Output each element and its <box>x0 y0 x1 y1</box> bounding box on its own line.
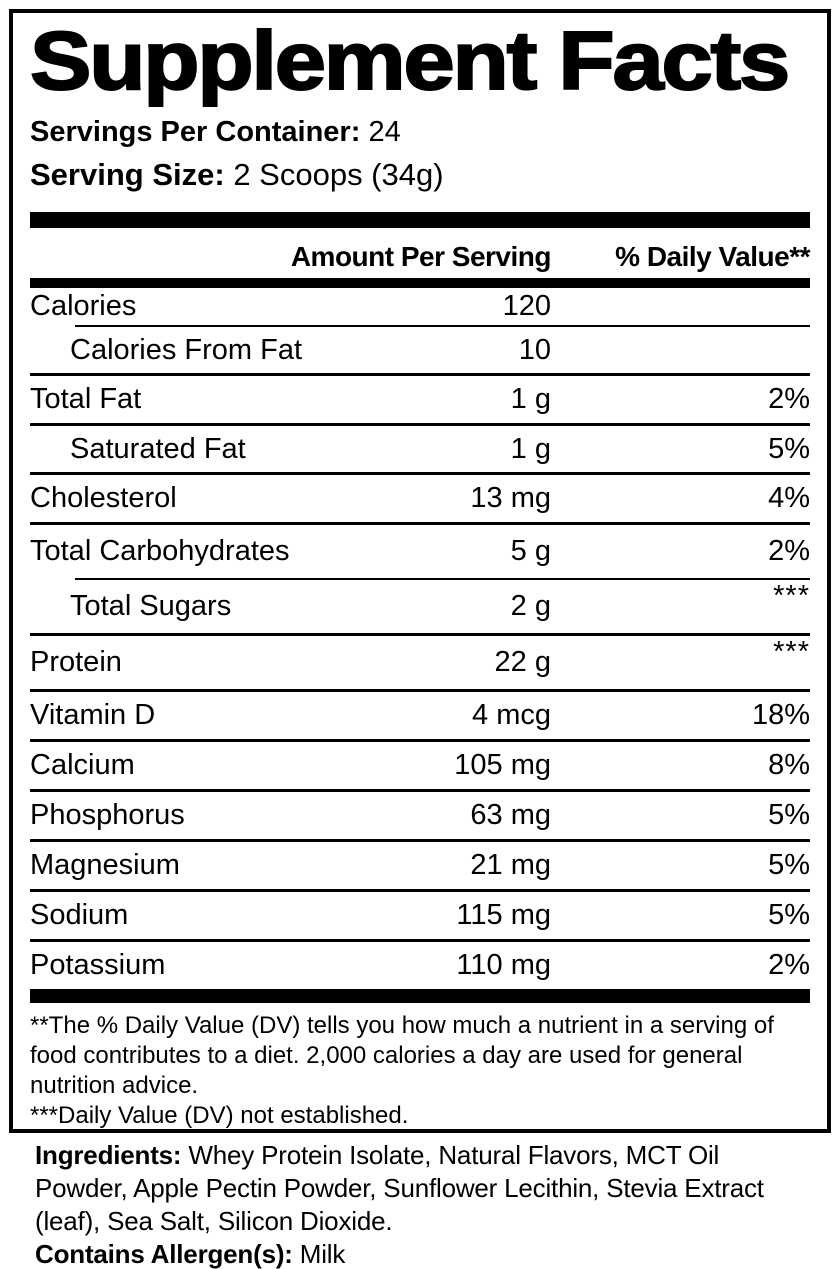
nutrient-amount: 120 <box>502 290 551 322</box>
nutrient-name: Total Fat <box>30 383 142 415</box>
column-header-amount: Amount Per Serving <box>290 241 552 272</box>
ingredients-label: Ingredients: <box>35 1140 182 1170</box>
nutrient-amount: 21 mg <box>470 849 551 881</box>
nutrient-dv: 5% <box>768 432 810 465</box>
nutrient-row-calories: Calories 120 <box>30 288 810 325</box>
nutrient-table: Calories 120 Calories From Fat 10 Total … <box>30 288 810 989</box>
nutrient-dv: 5% <box>768 849 810 881</box>
nutrient-row-magnesium: Magnesium 21 mg 5% <box>30 842 810 889</box>
nutrient-name: Sodium <box>30 899 129 931</box>
nutrient-row-calcium: Calcium 105 mg 8% <box>30 742 810 789</box>
separator-rule <box>75 325 810 327</box>
separator-rule <box>30 839 810 842</box>
nutrient-row-potassium: Potassium 110 mg 2% <box>30 942 810 989</box>
footnotes: **The % Daily Value (DV) tells you how m… <box>30 1003 810 1131</box>
nutrient-dv: 2% <box>768 535 810 567</box>
separator-rule <box>30 472 810 475</box>
separator-rule <box>30 889 810 892</box>
allergen-line: Contains Allergen(s): Milk <box>35 1238 815 1269</box>
nutrient-row-cholesterol: Cholesterol 13 mg 4% <box>30 475 810 522</box>
separator-rule <box>30 373 810 376</box>
nutrient-amount: 5 g <box>510 535 551 567</box>
nutrient-row-sodium: Sodium 115 mg 5% <box>30 892 810 939</box>
allergen-label: Contains Allergen(s): <box>35 1239 293 1269</box>
footnote-not-established: ***Daily Value (DV) not established. <box>30 1102 409 1129</box>
footnote-daily-value: **The % Daily Value (DV) tells you how m… <box>30 1012 774 1099</box>
nutrient-amount: 13 mg <box>470 482 551 514</box>
separator-rule <box>30 522 810 525</box>
serving-size-label: Serving Size: <box>30 157 225 192</box>
allergen-value: Milk <box>292 1239 346 1269</box>
separator-rule <box>30 789 810 792</box>
nutrient-dv: 8% <box>768 749 810 781</box>
nutrient-amount: 4 mcg <box>472 699 551 731</box>
nutrient-amount: 1 g <box>510 432 551 465</box>
servings-per-container-value: 24 <box>368 116 401 148</box>
nutrient-name: Calcium <box>30 749 135 781</box>
ingredients-line: Ingredients: Whey Protein Isolate, Natur… <box>35 1139 815 1238</box>
nutrient-dv: 5% <box>768 899 810 931</box>
nutrient-dv: 2% <box>768 383 810 415</box>
nutrient-row-calories-from-fat: Calories From Fat 10 <box>30 327 810 373</box>
nutrient-dv: 18% <box>751 699 810 731</box>
ingredients-section: Ingredients: Whey Protein Isolate, Natur… <box>35 1139 815 1269</box>
nutrient-row-total-sugars: Total Sugars 2 g *** <box>30 580 810 633</box>
nutrient-name: Total Sugars <box>70 590 232 622</box>
nutrient-name: Protein <box>30 646 122 678</box>
column-header-row: Amount Per Serving % Daily Value** <box>30 228 811 278</box>
nutrient-amount: 10 <box>518 333 551 366</box>
nutrient-name: Phosphorus <box>30 799 185 831</box>
separator-rule <box>30 939 810 942</box>
divider-bar-top <box>30 212 810 228</box>
nutrient-amount: 22 g <box>494 646 551 678</box>
column-header-dv: % Daily Value** <box>615 241 810 272</box>
panel-title: Supplement Facts <box>29 14 791 107</box>
nutrient-name: Saturated Fat <box>70 432 246 465</box>
nutrient-amount: 115 mg <box>456 899 551 931</box>
nutrient-name: Calories <box>30 290 137 322</box>
nutrient-amount: 1 g <box>510 383 551 415</box>
serving-size: Serving Size: 2 Scoops (34g) <box>30 155 810 195</box>
serving-size-value: 2 Scoops (34g) <box>233 157 444 192</box>
nutrient-name: Cholesterol <box>30 482 177 514</box>
nutrient-dv: 2% <box>768 949 810 981</box>
nutrient-row-protein: Protein 22 g *** <box>30 636 810 689</box>
nutrient-amount: 2 g <box>510 590 551 622</box>
nutrient-dv: *** <box>773 580 810 612</box>
nutrient-row-total-fat: Total Fat 1 g 2% <box>30 376 810 423</box>
servings-per-container-label: Servings Per Container: <box>30 116 361 148</box>
separator-rule <box>30 633 810 636</box>
supplement-facts-panel: Supplement Facts Servings Per Container:… <box>9 9 831 1133</box>
nutrient-row-vitamin-d: Vitamin D 4 mcg 18% <box>30 692 810 739</box>
nutrient-dv: *** <box>773 636 810 668</box>
separator-rule <box>30 739 810 742</box>
separator-rule <box>30 423 810 426</box>
divider-bar-header <box>30 278 810 288</box>
divider-bar-bottom <box>30 989 810 1003</box>
nutrient-amount: 105 mg <box>454 749 551 781</box>
nutrient-row-saturated-fat: Saturated Fat 1 g 5% <box>30 426 810 472</box>
nutrient-name: Calories From Fat <box>70 333 303 366</box>
nutrient-dv: 5% <box>768 799 810 831</box>
nutrient-name: Vitamin D <box>30 699 156 731</box>
nutrient-name: Potassium <box>30 949 166 981</box>
nutrient-dv: 4% <box>768 482 810 514</box>
separator-rule <box>30 689 810 692</box>
nutrient-name: Total Carbohydrates <box>30 535 290 567</box>
nutrient-row-phosphorus: Phosphorus 63 mg 5% <box>30 792 810 839</box>
ingredients-list: Whey Protein Isolate, Natural Flavors, M… <box>35 1140 764 1236</box>
nutrient-amount: 63 mg <box>470 799 551 831</box>
separator-rule <box>75 578 810 580</box>
nutrient-row-total-carbohydrates: Total Carbohydrates 5 g 2% <box>30 525 810 578</box>
servings-per-container: Servings Per Container: 24 <box>30 114 810 150</box>
nutrient-name: Magnesium <box>30 849 180 881</box>
nutrient-amount: 110 mg <box>456 949 551 981</box>
